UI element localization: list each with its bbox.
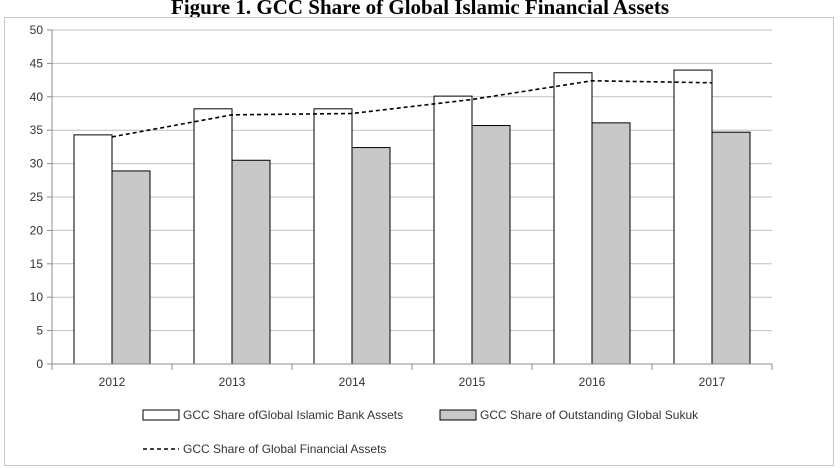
x-tick-label: 2017 <box>699 375 726 389</box>
chart-title: Figure 1. GCC Share of Global Islamic Fi… <box>171 0 669 19</box>
bar-bank-assets <box>313 108 353 365</box>
y-tick-label: 40 <box>30 90 44 104</box>
grid-layer <box>52 29 772 332</box>
bar-bank-assets <box>73 134 113 365</box>
bar-sukuk <box>711 131 751 365</box>
x-tick-label: 2014 <box>339 375 366 389</box>
y-tick-label: 30 <box>30 157 44 171</box>
legend-label: GCC Share of Global Financial Assets <box>183 442 386 456</box>
y-tick-label: 25 <box>30 190 44 204</box>
axis-layer: 0 5 10 15 20 25 30 35 40 45 50 2012 2013 2014 2015 2016… <box>30 23 773 389</box>
bar-bank-assets <box>193 108 233 365</box>
x-tick-label: 2016 <box>579 375 606 389</box>
bar-sukuk <box>591 122 631 365</box>
x-tick-label: 2012 <box>99 375 126 389</box>
bar-layer <box>73 69 751 365</box>
legend-layer: GCC Share ofGlobal Islamic Bank Assets GC… <box>142 408 699 456</box>
legend-label: GCC Share ofGlobal Islamic Bank Assets <box>183 408 403 422</box>
bar-sukuk <box>111 170 151 365</box>
legend-swatch <box>439 409 477 421</box>
y-tick-label: 15 <box>30 257 44 271</box>
y-tick-label: 50 <box>30 23 44 37</box>
legend-label: GCC Share of Outstanding Global Sukuk <box>480 408 699 422</box>
x-tick-label: 2013 <box>219 375 246 389</box>
y-tick-label: 20 <box>30 223 44 237</box>
bar-bank-assets <box>553 72 593 365</box>
bar-sukuk <box>231 159 271 365</box>
bar-bank-assets <box>673 69 713 365</box>
y-tick-label: 45 <box>30 56 44 70</box>
y-tick-label: 0 <box>36 357 43 371</box>
legend-swatch <box>142 409 180 421</box>
x-tick-label: 2015 <box>459 375 486 389</box>
y-tick-label: 5 <box>36 324 43 338</box>
y-tick-label: 35 <box>30 123 44 137</box>
bar-bank-assets <box>433 95 473 365</box>
line-layer <box>111 79 713 138</box>
y-tick-label: 10 <box>30 290 44 304</box>
bar-sukuk <box>351 147 391 365</box>
line-financial-assets <box>111 79 713 138</box>
bar-sukuk <box>471 125 511 365</box>
